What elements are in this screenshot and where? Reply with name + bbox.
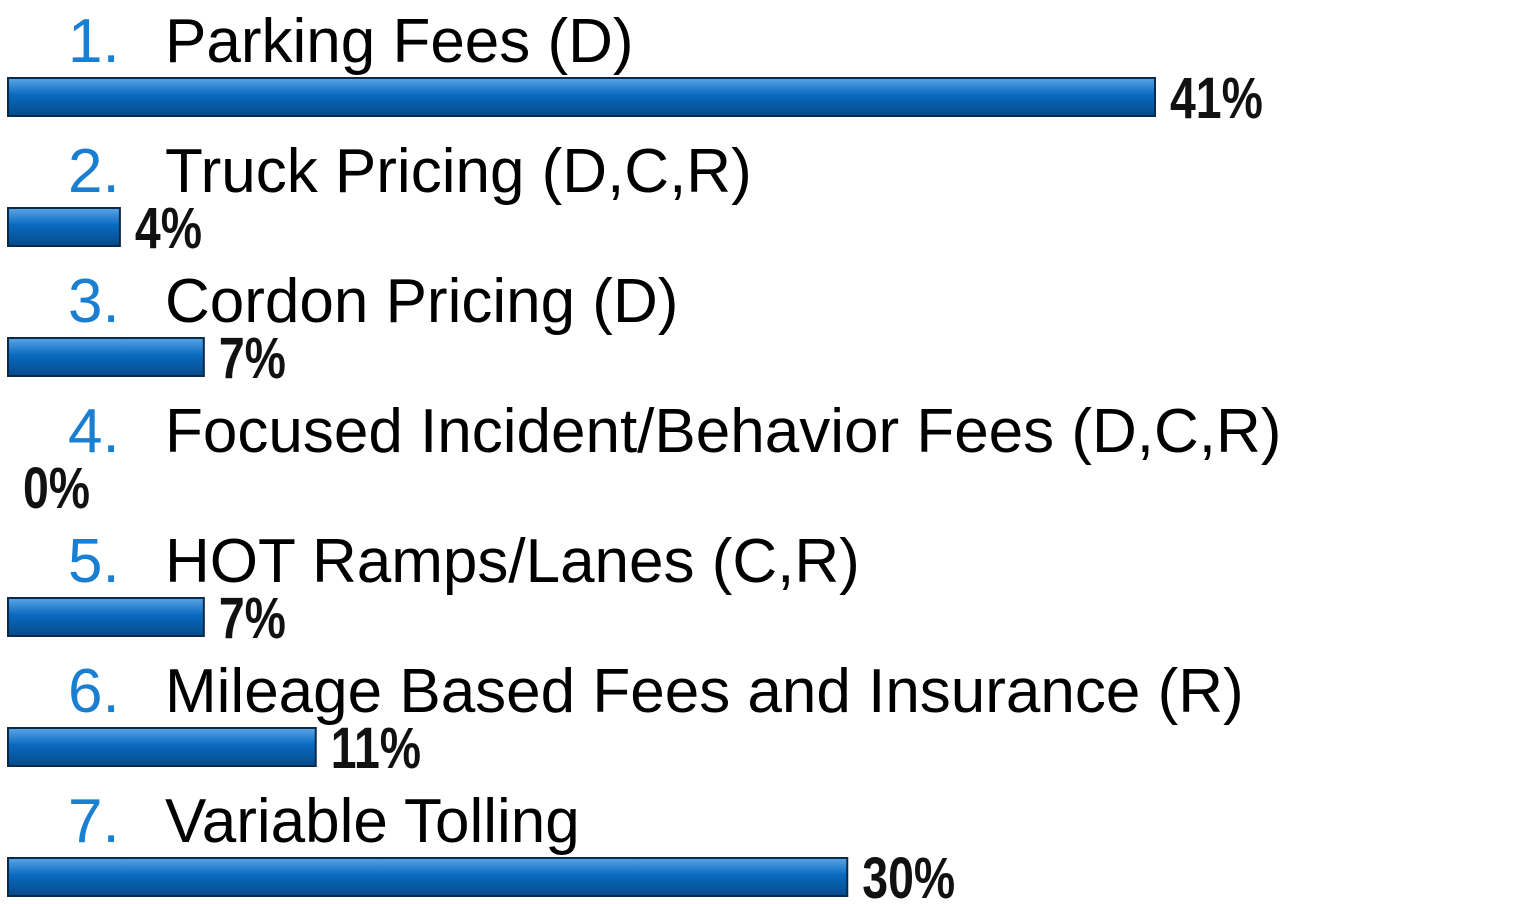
bar [7, 337, 205, 377]
value-label: 30% [862, 846, 955, 904]
value-label: 11% [331, 716, 421, 781]
item-number: 1. [68, 7, 120, 76]
value-label-group: 41% [1170, 66, 1263, 131]
bar [7, 597, 205, 637]
category-label: Truck Pricing (D,C,R) [165, 137, 752, 206]
value-label-group: 7% [219, 586, 286, 651]
bar [7, 857, 849, 897]
value-label: 0% [23, 456, 90, 521]
category-label: Variable Tolling [165, 787, 580, 856]
value-label: 7% [219, 586, 286, 651]
item-number: 6. [68, 657, 120, 726]
item-number: 4. [68, 397, 120, 466]
value-label: 7% [219, 326, 286, 391]
bar [7, 77, 1156, 117]
value-label: 4% [135, 196, 202, 261]
item-number: 7. [68, 787, 120, 856]
value-label-group: 0% [23, 456, 90, 521]
category-label: Focused Incident/Behavior Fees (D,C,R) [165, 397, 1281, 466]
value-label-group: 7% [219, 326, 286, 391]
category-label: HOT Ramps/Lanes (C,R) [165, 527, 860, 596]
item-number: 2. [68, 137, 120, 206]
value-label-group: 4% [135, 196, 202, 261]
bar [7, 207, 121, 247]
item-number: 3. [68, 267, 120, 336]
value-label-group: 11% [331, 716, 421, 781]
category-label: Mileage Based Fees and Insurance (R) [165, 657, 1244, 726]
category-label: Parking Fees (D) [165, 7, 634, 76]
category-label: Cordon Pricing (D) [165, 267, 678, 336]
bar [7, 727, 317, 767]
value-label: 41% [1170, 66, 1263, 131]
value-label-group: 30% [862, 846, 955, 904]
item-number: 5. [68, 527, 120, 596]
